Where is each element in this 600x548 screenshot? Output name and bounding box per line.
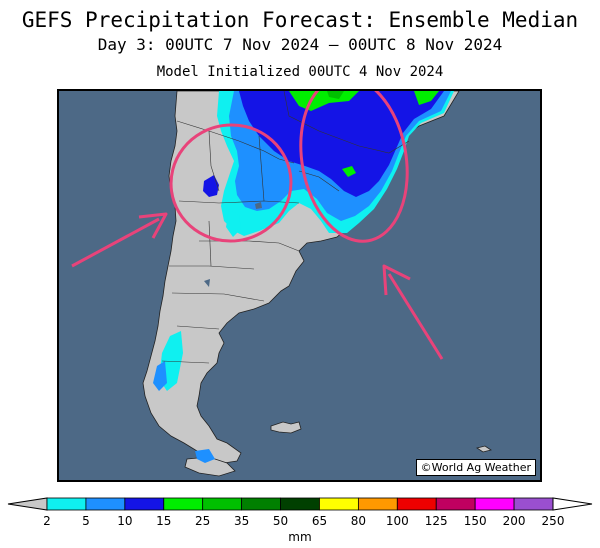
- colorbar-bin: [85, 497, 126, 511]
- colorbar-tick-label: 50: [272, 514, 289, 528]
- colorbar-tick-label: 35: [233, 514, 250, 528]
- colorbar-tick-label: 100: [385, 514, 409, 528]
- lake: [204, 279, 210, 287]
- colorbar-bin: [163, 497, 204, 511]
- highlight-circle-east: [299, 91, 409, 243]
- colorbar-bin: [46, 497, 87, 511]
- precipitation-map: ©World Ag Weather: [57, 89, 542, 482]
- colorbar-tick-label: 2: [43, 514, 51, 528]
- colorbar-bin: [319, 497, 359, 511]
- south-georgia-island: [476, 445, 492, 453]
- annotations: [71, 91, 444, 360]
- colorbar-tick-label: 65: [311, 514, 328, 528]
- precipitation-shading: [153, 91, 454, 463]
- colorbar-tick-label: 10: [117, 514, 133, 528]
- colorbar: [7, 497, 593, 511]
- colorbar-bin: [513, 497, 554, 511]
- colorbar-tick-label: 125: [424, 514, 448, 528]
- arrow-head-east: [382, 264, 411, 296]
- colorbar-bin: [357, 497, 398, 511]
- colorbar-bin: [202, 497, 243, 511]
- colorbar-tick-label: 5: [82, 514, 90, 528]
- credit-label: ©World Ag Weather: [415, 459, 536, 476]
- arrow-line-east: [387, 273, 444, 360]
- colorbar-tick-label: 250: [541, 514, 565, 528]
- map-canvas: [71, 91, 492, 477]
- highlight-circle-west: [169, 123, 293, 243]
- colorbar-bin: [124, 497, 165, 511]
- arrow-line-west: [71, 217, 160, 268]
- colorbar-tick-label: 200: [502, 514, 526, 528]
- colorbar-bin: [474, 497, 515, 511]
- model-init-time: Model Initialized 00UTC 4 Nov 2024: [156, 64, 444, 80]
- political-borders: [161, 91, 410, 364]
- colorbar-above-triangle: [552, 497, 593, 511]
- colorbar-tick-label: 15: [156, 514, 172, 528]
- colorbar-tick-label: 25: [195, 514, 211, 528]
- colorbar-below-triangle: [7, 497, 48, 511]
- colorbar-bin: [280, 497, 320, 511]
- forecast-period: Day 3: 00UTC 7 Nov 2024 — 00UTC 8 Nov 20…: [97, 35, 503, 54]
- chart-title: GEFS Precipitation Forecast: Ensemble Me…: [21, 8, 579, 32]
- colorbar-unit: mm: [288, 530, 312, 544]
- colorbar-tick-label: 150: [463, 514, 487, 528]
- colorbar-bin: [435, 497, 476, 511]
- colorbar-tick-label: 80: [350, 514, 367, 528]
- arrow-head-west: [138, 212, 168, 239]
- colorbar-bin: [396, 497, 437, 511]
- lake: [255, 202, 262, 209]
- colorbar-bin: [241, 497, 281, 511]
- falkland-islands: [270, 421, 302, 434]
